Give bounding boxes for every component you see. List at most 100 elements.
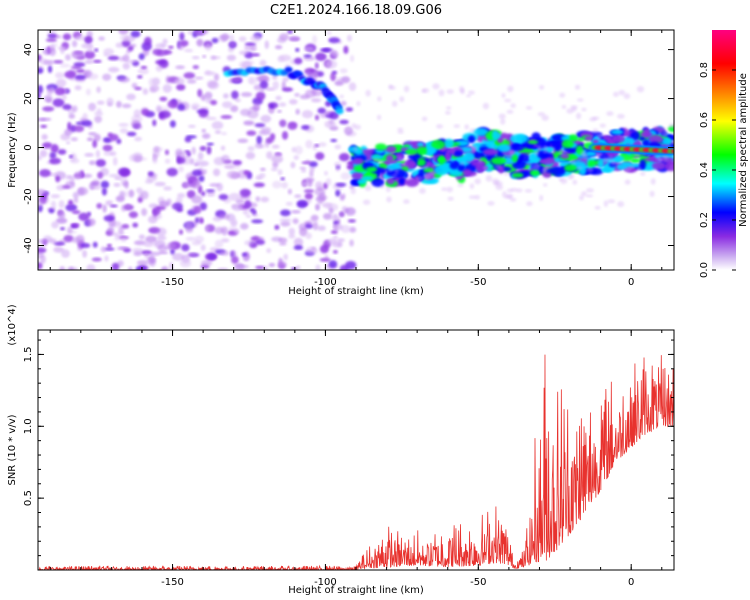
noise-cell <box>205 189 215 193</box>
noise-cell <box>74 85 82 91</box>
noise-cell <box>291 146 297 153</box>
halo-cell <box>397 156 404 162</box>
noise-cell <box>199 146 207 151</box>
noise-cell <box>60 227 65 231</box>
noise-cell <box>96 100 105 105</box>
noise-cell <box>250 34 262 43</box>
noise-cell <box>275 95 282 101</box>
noise-cell <box>304 46 314 52</box>
noise-cell <box>210 55 217 60</box>
noise-cell <box>80 243 91 248</box>
halo-cell <box>394 169 399 175</box>
band-cell <box>639 136 646 141</box>
noise-cell <box>149 251 161 256</box>
noise-cell <box>167 100 178 109</box>
noise-cell <box>51 221 59 229</box>
halo-cell <box>594 205 601 210</box>
noise-cell <box>326 30 332 36</box>
noise-cell <box>141 108 150 116</box>
noise-cell <box>312 35 318 44</box>
halo-cell <box>649 190 655 197</box>
band-cell <box>424 148 437 155</box>
halo-cell <box>574 84 581 90</box>
noise-cell <box>96 203 103 209</box>
noise-cell <box>85 88 91 96</box>
noise-cell <box>246 130 257 136</box>
noise-cell <box>288 35 300 42</box>
noise-cell <box>281 131 289 140</box>
halo-cell <box>539 85 545 90</box>
noise-cell <box>104 255 109 262</box>
band-cell <box>550 166 566 176</box>
band-cell <box>424 162 434 167</box>
noise-cell <box>223 164 234 169</box>
noise-cell <box>272 75 278 80</box>
halo-cell <box>592 128 599 135</box>
spectrogram-x-ticks: -150 -100 -50 0 <box>49 30 663 288</box>
band-cell <box>455 156 467 163</box>
halo-cell <box>617 113 625 119</box>
noise-cell <box>307 179 313 187</box>
noise-cell <box>199 202 207 211</box>
noise-cell <box>240 223 249 230</box>
noise-cell <box>86 218 96 227</box>
noise-cell <box>82 250 87 258</box>
noise-cell <box>345 107 354 112</box>
halo-cell <box>385 185 391 193</box>
noise-cell <box>229 34 235 42</box>
noise-cell <box>266 248 272 254</box>
noise-cell <box>315 181 323 189</box>
noise-cell <box>191 169 203 177</box>
noise-cell <box>230 105 239 113</box>
noise-cell <box>255 239 265 245</box>
halo-cell <box>391 174 398 177</box>
noise-cell <box>87 73 99 80</box>
x-tick-label: -100 <box>314 577 337 588</box>
halo-cell <box>623 167 632 172</box>
noise-cell <box>133 109 141 118</box>
noise-cell <box>341 76 351 84</box>
noise-cell <box>136 187 143 194</box>
band-cell <box>592 139 599 145</box>
band-cell <box>385 145 397 153</box>
noise-cell <box>70 158 80 164</box>
noise-cell <box>178 229 184 235</box>
noise-cell <box>179 40 189 47</box>
noise-cell <box>202 133 211 140</box>
noise-cell <box>255 196 261 202</box>
y-tick-label: 40 <box>23 43 34 56</box>
noise-cell <box>95 159 107 167</box>
noise-cell <box>53 246 64 253</box>
band-cell <box>540 157 555 165</box>
noise-cell <box>207 253 217 260</box>
noise-cell <box>339 211 345 218</box>
band-cell <box>568 134 578 142</box>
noise-cell <box>305 139 313 149</box>
halo-cell <box>483 166 488 170</box>
noise-cell <box>62 33 72 41</box>
noise-cell <box>68 199 74 206</box>
band-cell <box>601 167 612 173</box>
noise-cell <box>340 172 351 180</box>
noise-cell <box>88 132 97 136</box>
noise-cell <box>120 237 127 242</box>
y-tick-label: 1.0 <box>23 418 34 434</box>
band-cell <box>386 178 395 185</box>
noise-cell <box>38 247 47 254</box>
noise-cell <box>184 48 194 53</box>
band-cell <box>518 153 531 163</box>
noise-cell <box>255 91 266 101</box>
band-cell <box>535 137 546 147</box>
noise-cell <box>301 168 307 173</box>
noise-cell <box>109 221 122 228</box>
noise-cell <box>86 264 96 270</box>
band-cell <box>467 135 476 144</box>
halo-cell <box>572 179 578 185</box>
noise-cell <box>198 175 205 182</box>
band-cell <box>398 177 406 186</box>
halo-cell <box>561 104 567 109</box>
noise-cell <box>159 96 168 102</box>
noise-cell <box>64 70 77 79</box>
line-core-cell <box>670 149 674 153</box>
halo-cell <box>507 85 514 93</box>
